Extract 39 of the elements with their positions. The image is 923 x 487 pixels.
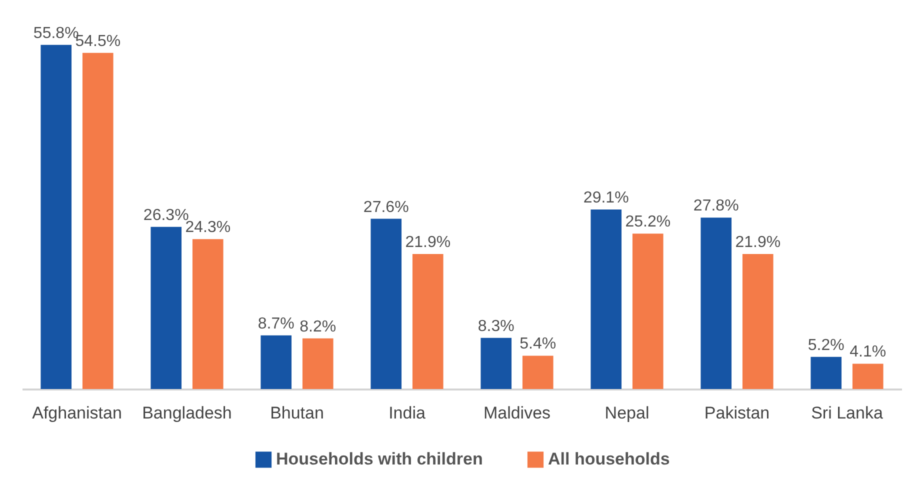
bar <box>852 364 884 389</box>
legend-label: Households with children <box>276 450 483 469</box>
x-tick-label: Afghanistan <box>32 404 122 422</box>
data-label: 29.1% <box>583 190 629 207</box>
x-tick-label: Maldives <box>483 404 551 422</box>
data-label: 4.1% <box>850 344 886 361</box>
bar <box>632 234 664 389</box>
data-label: 25.2% <box>625 214 671 231</box>
bar <box>150 226 182 389</box>
data-label: 27.8% <box>693 198 739 215</box>
bar <box>370 218 402 389</box>
bar <box>522 356 554 389</box>
data-label: 5.2% <box>808 336 844 354</box>
x-tick-label: Pakistan <box>704 404 770 422</box>
data-label: 8.2% <box>300 318 336 336</box>
bar <box>742 254 774 389</box>
legend-label: All households <box>548 450 670 469</box>
x-tick-label: Bhutan <box>270 404 324 422</box>
bar <box>302 338 334 389</box>
x-tick-label: India <box>388 404 426 422</box>
bar <box>192 239 224 389</box>
data-label: 8.7% <box>258 315 294 332</box>
data-label: 24.3% <box>185 219 231 236</box>
bar <box>82 52 114 389</box>
bar <box>260 335 292 389</box>
data-label: 21.9% <box>405 234 451 251</box>
x-tick-label: Sri Lanka <box>811 404 884 422</box>
bar <box>700 218 732 389</box>
bar <box>810 356 842 389</box>
x-tick-label: Nepal <box>604 404 650 422</box>
bar <box>40 44 72 389</box>
x-tick-label: Bangladesh <box>142 404 232 422</box>
data-label: 21.9% <box>735 234 781 251</box>
bar <box>412 254 444 389</box>
bar <box>590 210 622 389</box>
bar <box>480 338 512 389</box>
data-label: 5.4% <box>520 336 556 353</box>
data-label: 8.3% <box>478 318 514 335</box>
data-label: 27.6% <box>363 198 409 216</box>
